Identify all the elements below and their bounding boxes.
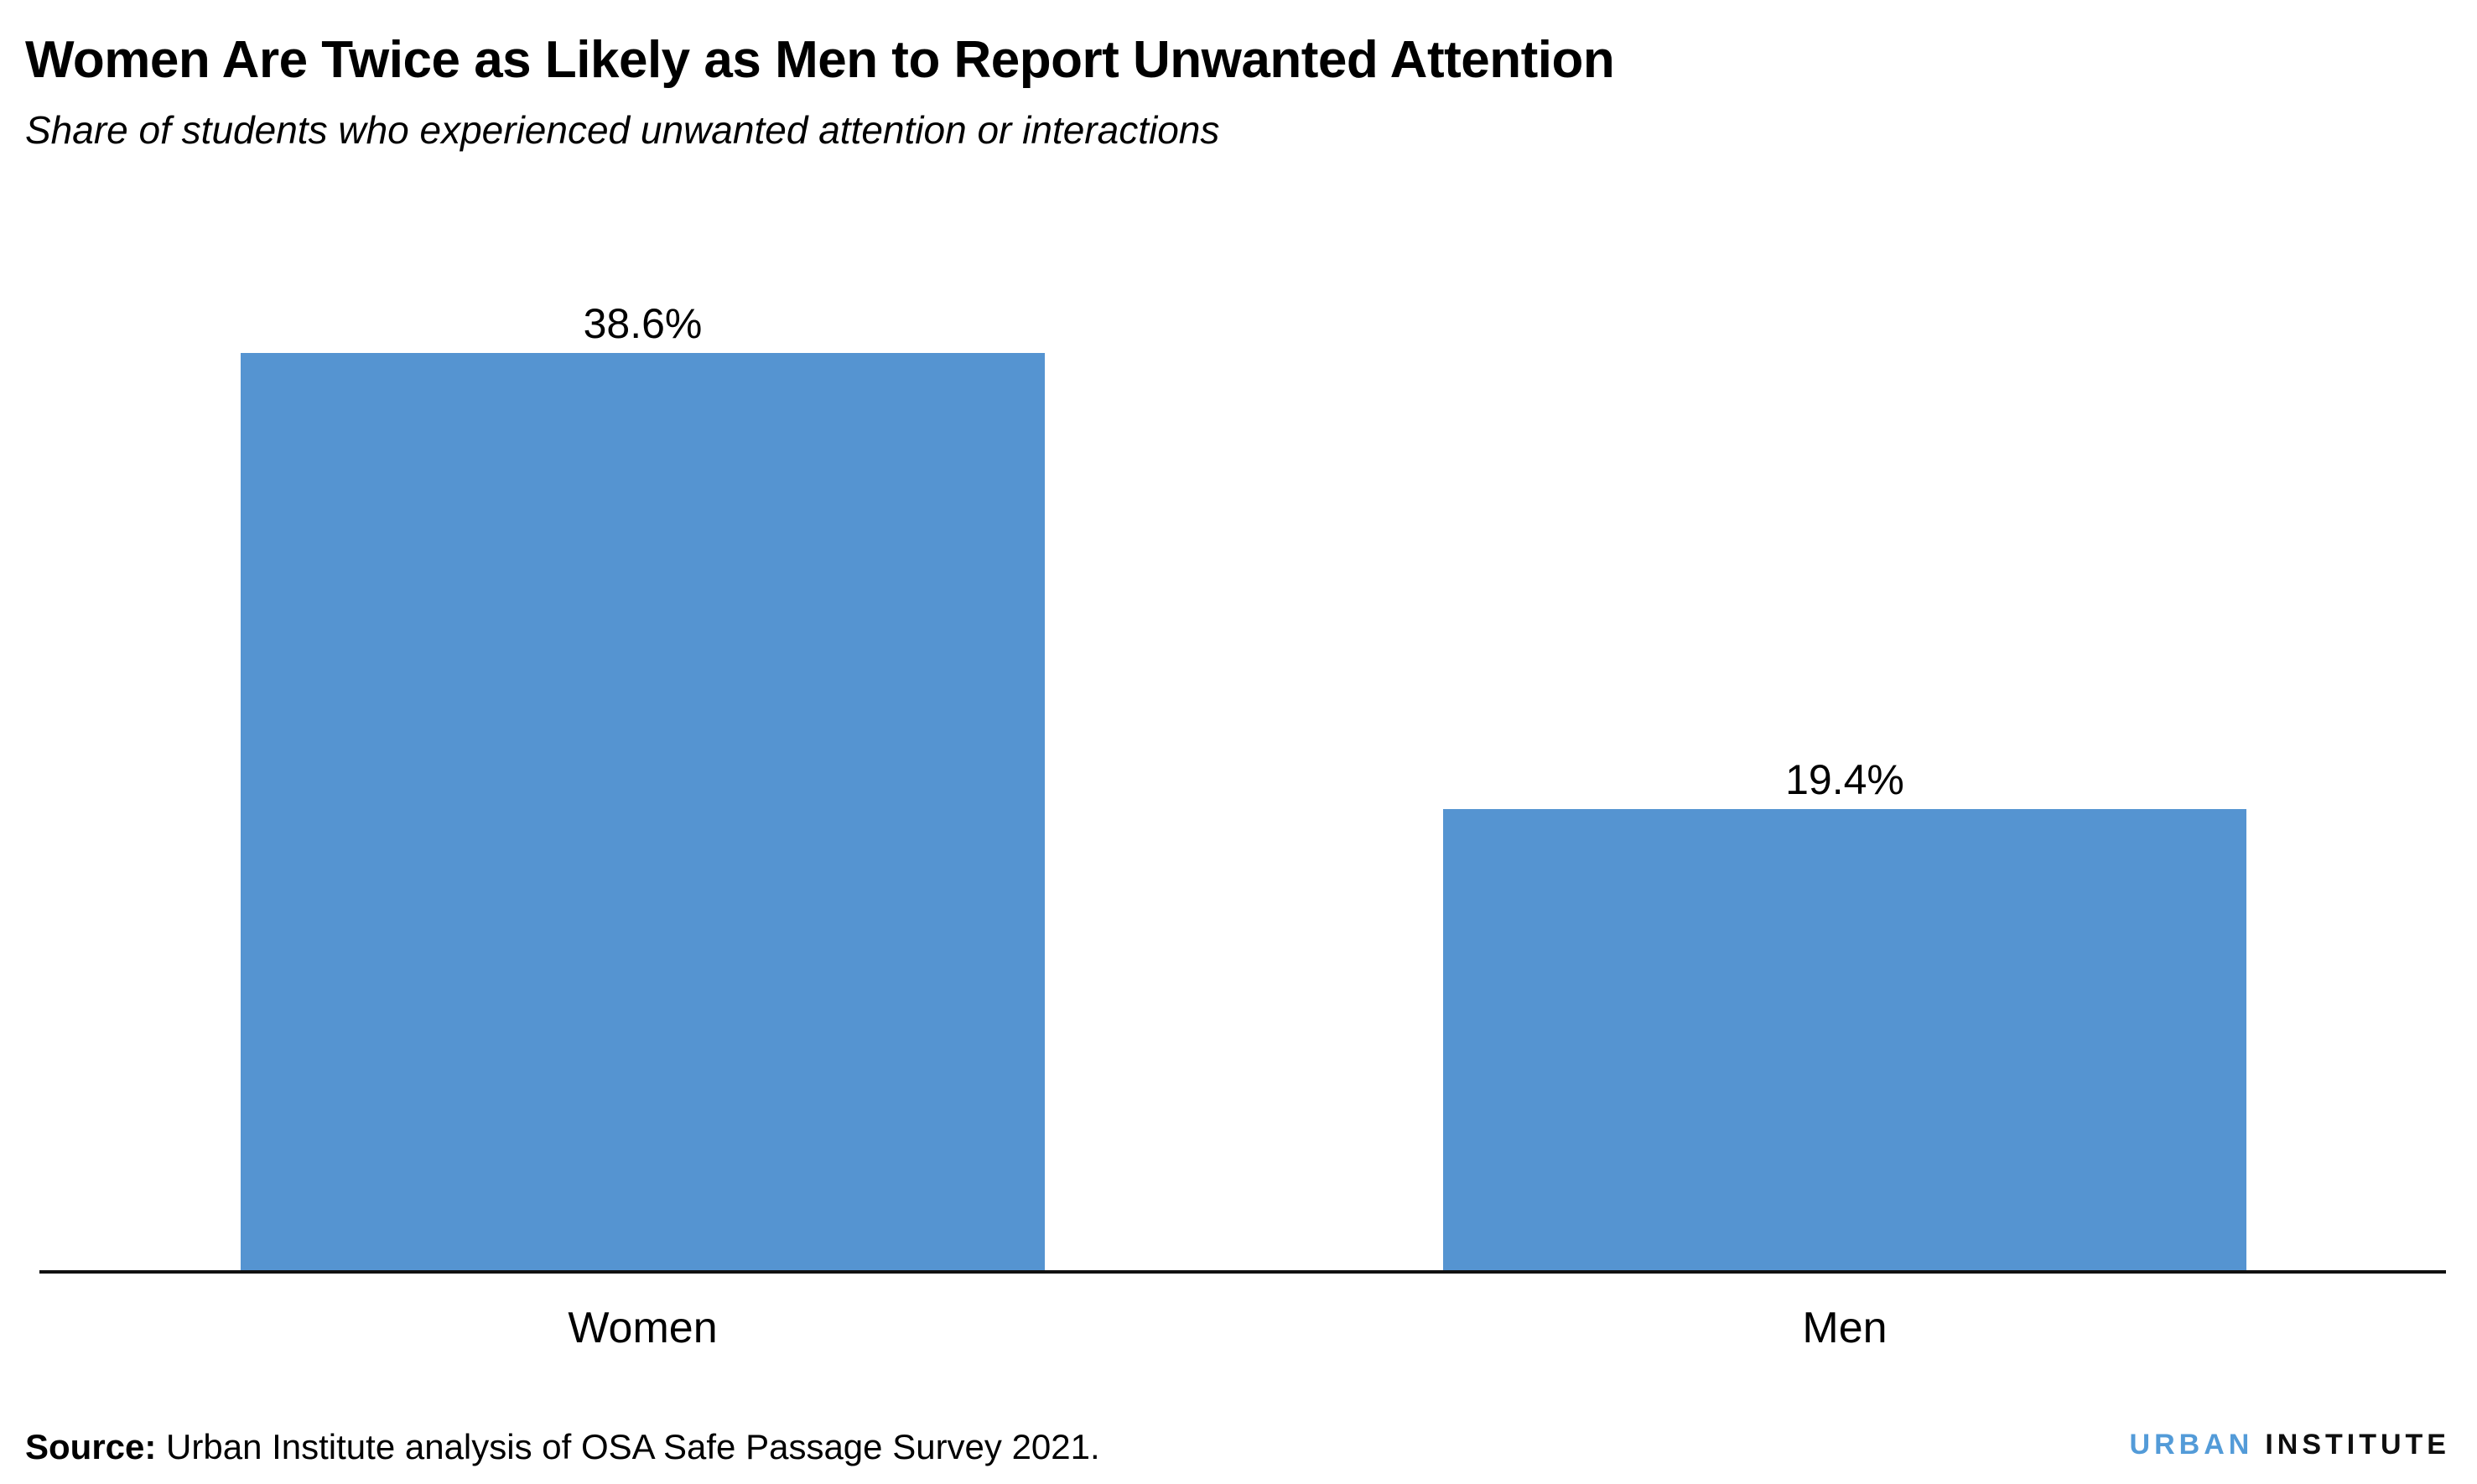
- bar-women: [241, 353, 1045, 1270]
- bar-group-women: 38.6%: [241, 303, 1045, 1270]
- bar-value-label-men: 19.4%: [1785, 756, 1904, 803]
- source-label: Source:: [25, 1427, 157, 1466]
- urban-institute-logo: URBAN INSTITUTE: [2130, 1430, 2450, 1459]
- x-axis-label-women: Women: [568, 1304, 718, 1352]
- chart-subtitle: Share of students who experienced unwant…: [25, 108, 1220, 152]
- chart-title: Women Are Twice as Likely as Men to Repo…: [25, 31, 1615, 89]
- logo-institute-text: INSTITUTE: [2265, 1429, 2450, 1461]
- logo-urban-text: URBAN: [2129, 1429, 2254, 1461]
- source-text: Urban Institute analysis of OSA Safe Pas…: [156, 1427, 1100, 1466]
- source-note: Source: Urban Institute analysis of OSA …: [25, 1427, 1100, 1467]
- x-axis-line: [39, 1270, 2446, 1274]
- x-axis-label-men: Men: [1802, 1304, 1888, 1352]
- bar-men: [1443, 809, 2246, 1270]
- bar-value-label-women: 38.6%: [583, 300, 703, 347]
- bar-group-men: 19.4%: [1443, 759, 2246, 1270]
